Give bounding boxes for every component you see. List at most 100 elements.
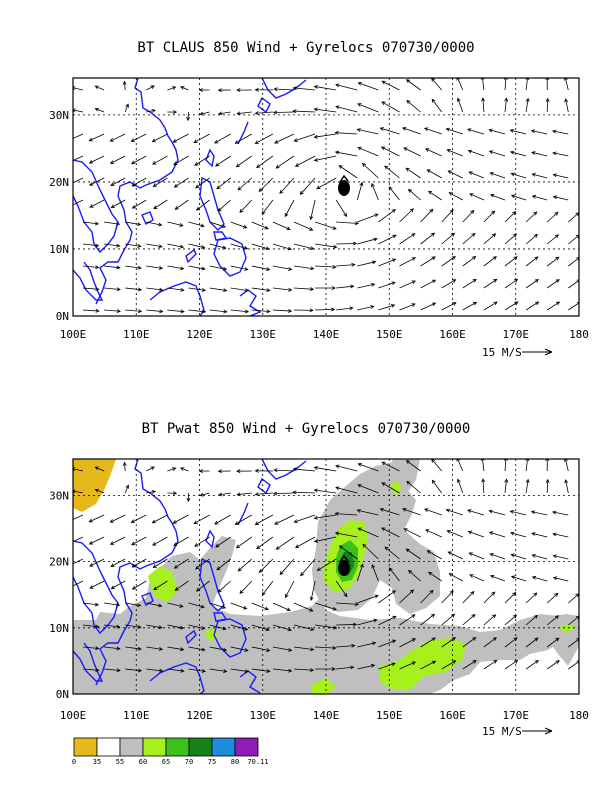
wind-vector-head xyxy=(237,567,242,572)
wind-vector xyxy=(209,221,226,228)
gyre-location-marker xyxy=(338,560,350,576)
wind-vector-head xyxy=(201,266,206,271)
wind-vector xyxy=(381,527,400,538)
wind-vector-head xyxy=(555,301,561,306)
wind-vector-head xyxy=(73,489,76,494)
wind-vector xyxy=(378,209,396,223)
wind-vector xyxy=(426,169,442,179)
wind-vector xyxy=(125,265,142,269)
wind-vector xyxy=(237,558,253,572)
wind-vector-head xyxy=(153,205,158,210)
wind-vector-head xyxy=(409,589,415,594)
wind-vector xyxy=(335,132,358,135)
wind-vector-head xyxy=(350,665,355,670)
wind-vector-head xyxy=(531,532,536,536)
wind-vector xyxy=(525,211,537,223)
wind-vector-head xyxy=(223,669,228,674)
wind-vector xyxy=(504,256,518,267)
wind-vector-head xyxy=(309,668,315,672)
wind-vector xyxy=(274,514,295,525)
wind-vector xyxy=(482,78,485,91)
colorbar-label: 70 xyxy=(185,758,193,766)
wind-vector xyxy=(237,111,252,115)
wind-vector xyxy=(525,459,528,472)
pwat-region-60-65-ne xyxy=(390,480,402,496)
wind-vector-head xyxy=(254,111,259,116)
wind-vector-head xyxy=(258,568,263,574)
colorbar-swatch xyxy=(142,737,167,757)
wind-vector-head xyxy=(275,545,280,550)
wind-vector xyxy=(336,624,357,626)
wind-vector xyxy=(89,133,105,142)
wind-vector xyxy=(73,490,84,494)
wind-vector-head xyxy=(244,267,249,271)
wind-vector xyxy=(187,111,189,121)
wind-vector-head xyxy=(73,86,76,91)
wind-vector-head xyxy=(88,540,94,545)
wind-vector-head xyxy=(335,464,340,469)
wind-vector xyxy=(357,306,374,311)
scale-vector-label: 15 M/S xyxy=(482,346,522,359)
wind-vector-head xyxy=(431,98,436,103)
wind-vector-head xyxy=(137,603,142,608)
wind-vector xyxy=(314,489,337,494)
wind-vector xyxy=(95,85,105,91)
wind-vector xyxy=(314,108,337,113)
wind-vector-head xyxy=(239,208,244,214)
wind-vector-head xyxy=(292,86,297,91)
wind-vector xyxy=(300,558,316,576)
wind-vector xyxy=(371,183,379,201)
wind-vector-head xyxy=(452,660,457,664)
wind-vector-head xyxy=(116,668,121,673)
wind-vector xyxy=(82,624,99,628)
wind-vector xyxy=(504,660,518,670)
wind-vector xyxy=(357,664,375,670)
wind-vector-head xyxy=(95,265,100,270)
wind-vector-head xyxy=(180,668,185,673)
wind-vector-head xyxy=(512,210,517,216)
wind-vector-head xyxy=(221,224,227,228)
wind-vector-head xyxy=(338,545,344,550)
wind-vector xyxy=(73,580,84,587)
wind-vector-head xyxy=(194,543,199,547)
wind-vector xyxy=(146,646,163,650)
wind-vector xyxy=(511,576,527,582)
coastline-borneo xyxy=(149,662,205,694)
wind-vector xyxy=(274,133,295,144)
wind-vector xyxy=(546,615,559,626)
coastline-japan-south xyxy=(261,78,307,99)
wind-vector-head xyxy=(172,467,177,471)
wind-vector-head xyxy=(545,478,550,483)
wind-vector xyxy=(295,536,316,548)
wind-vector-head xyxy=(180,647,185,652)
wind-vector-head xyxy=(545,78,550,81)
wind-vector-head xyxy=(284,212,289,218)
wind-vector-head xyxy=(150,466,155,471)
wind-vector xyxy=(525,234,538,245)
wind-vector xyxy=(310,580,316,601)
wind-vector xyxy=(230,265,248,270)
wind-vector-head xyxy=(554,234,559,239)
gyre-location-marker xyxy=(338,180,350,196)
wind-vector-head xyxy=(309,308,314,313)
wind-vector-head xyxy=(335,83,340,88)
wind-vector-head xyxy=(69,182,72,185)
wind-vector xyxy=(399,257,416,267)
wind-vector xyxy=(111,199,126,208)
wind-vector-head xyxy=(194,162,199,166)
wind-vector-head xyxy=(469,193,474,197)
wind-vector xyxy=(552,130,569,135)
wind-vector-head xyxy=(158,244,163,249)
wind-vector-head xyxy=(357,462,362,467)
wind-vector-head xyxy=(186,116,191,122)
wind-vector-head xyxy=(509,150,515,155)
wind-vector-head xyxy=(391,662,396,667)
wind-vector xyxy=(380,127,400,135)
wind-vector xyxy=(553,533,569,538)
wind-vector-head xyxy=(309,227,314,231)
wind-vector-head xyxy=(492,233,497,238)
wind-vector xyxy=(546,98,549,113)
gyre-location-tail xyxy=(339,174,349,183)
wind-vector-head xyxy=(150,85,155,89)
wind-vector xyxy=(314,602,337,611)
